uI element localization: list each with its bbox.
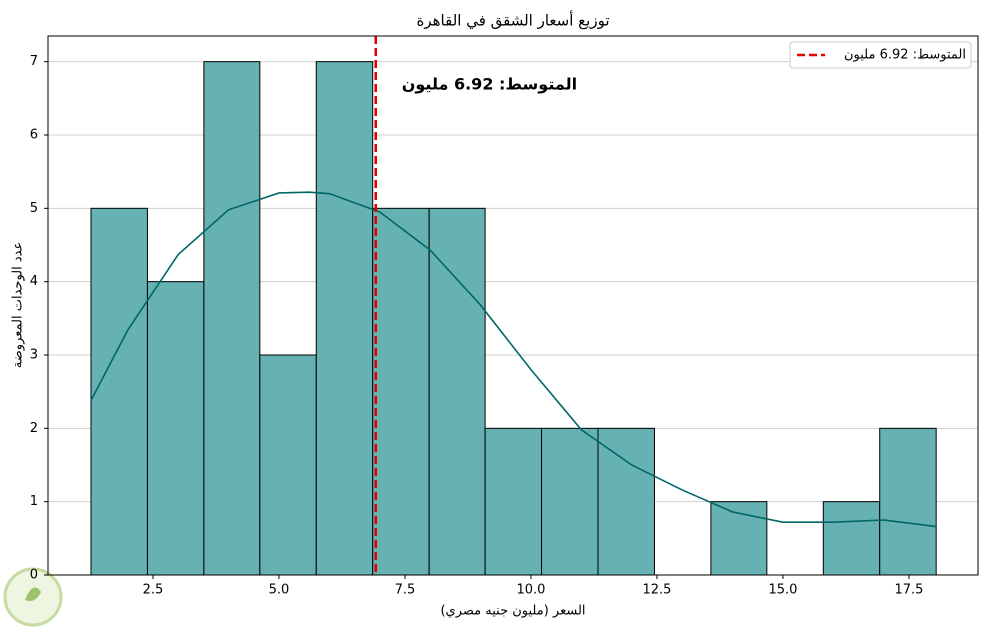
bar xyxy=(879,427,937,576)
bar xyxy=(203,61,261,576)
x-tick-label: 17.5 xyxy=(894,583,923,598)
chart-title: توزيع أسعار الشقق في القاهرة xyxy=(416,11,609,31)
y-tick-label: 2 xyxy=(30,421,38,436)
bar xyxy=(315,61,374,576)
bar xyxy=(541,427,599,576)
bar xyxy=(597,427,655,576)
x-tick-label: 10.0 xyxy=(516,583,545,598)
x-axis-label: السعر (مليون جنيه مصري) xyxy=(440,604,585,619)
bar xyxy=(146,281,205,576)
legend-label: المتوسط: 6.92 مليون xyxy=(844,48,966,63)
logo xyxy=(3,567,63,627)
bar xyxy=(372,207,430,576)
bar xyxy=(484,427,543,576)
y-tick-label: 6 xyxy=(30,128,38,143)
x-tick-label: 5.0 xyxy=(269,583,290,598)
bar xyxy=(259,354,317,576)
x-tick-label: 15.0 xyxy=(768,583,797,598)
x-tick-label: 2.5 xyxy=(143,583,164,598)
y-tick-label: 7 xyxy=(30,54,38,69)
plot-frame xyxy=(47,35,979,576)
y-tick-label: 4 xyxy=(30,274,38,289)
x-tick-label: 12.5 xyxy=(642,583,671,598)
y-tick-label: 0 xyxy=(30,568,38,583)
annotation: المتوسط: 6.92 مليون xyxy=(402,75,577,94)
kde-line xyxy=(90,191,937,528)
y-tick-label: 3 xyxy=(30,348,38,363)
legend-box xyxy=(789,41,972,69)
bar xyxy=(822,501,881,576)
bar xyxy=(428,207,486,576)
y-tick-label: 1 xyxy=(30,494,38,509)
y-axis-label: عدد الوحدات المعروضة xyxy=(11,242,26,368)
bar xyxy=(90,207,148,576)
y-tick-label: 5 xyxy=(30,201,38,216)
x-tick-label: 7.5 xyxy=(395,583,416,598)
